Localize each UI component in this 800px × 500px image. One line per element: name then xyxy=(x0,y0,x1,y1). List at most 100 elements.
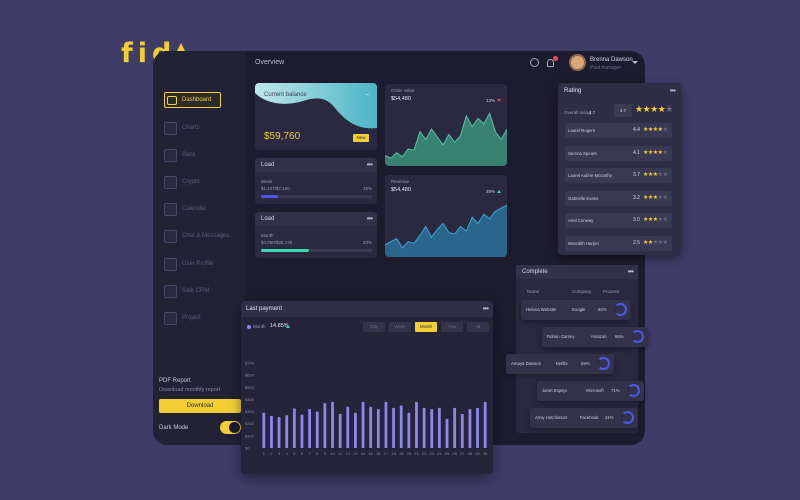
bar[interactable] xyxy=(354,412,357,448)
bar[interactable] xyxy=(407,412,411,448)
gear-icon[interactable] xyxy=(530,58,539,67)
bar[interactable] xyxy=(262,412,266,448)
bar[interactable] xyxy=(468,409,472,448)
avatar[interactable] xyxy=(569,54,586,71)
bar[interactable] xyxy=(270,415,273,448)
load-card-title: Load xyxy=(261,216,275,222)
bar[interactable] xyxy=(361,401,365,448)
more-icon[interactable]: ••• xyxy=(366,214,373,223)
bell-icon[interactable] xyxy=(547,59,554,67)
star-icon: ★ xyxy=(647,127,653,133)
bar[interactable] xyxy=(346,406,350,448)
rating-score: 2.5 xyxy=(633,239,640,246)
rating-stars: ★★★★★ xyxy=(643,171,668,178)
sidebar-item-charts[interactable]: Charts xyxy=(164,120,200,136)
arrow-right-icon[interactable]: → xyxy=(363,91,370,98)
sidebar-item-dashboard[interactable]: Dashboard xyxy=(164,92,221,108)
load-progress-bar xyxy=(261,249,372,252)
bar[interactable] xyxy=(476,407,479,448)
x-tick-label: 13 xyxy=(353,451,358,456)
sidebar-item-sale-crm[interactable]: Sale CRM xyxy=(164,283,209,299)
bar[interactable] xyxy=(376,409,380,448)
bar[interactable] xyxy=(437,407,441,448)
more-icon[interactable]: ••• xyxy=(366,160,373,169)
balance-label: Current balance xyxy=(264,92,307,98)
sidebar-item-bank[interactable]: Bank xyxy=(164,147,196,163)
new-badge[interactable]: New xyxy=(353,134,369,142)
bar[interactable] xyxy=(315,411,319,448)
bar[interactable] xyxy=(308,409,312,448)
x-tick-label: 27 xyxy=(460,451,465,456)
sidebar-item-crypto[interactable]: Crypto xyxy=(164,174,200,190)
table-row[interactable]: Janet Espejo Microsoft 71% xyxy=(537,381,644,401)
bar[interactable] xyxy=(338,414,342,448)
bar[interactable] xyxy=(445,418,449,448)
rating-row[interactable]: Gabrielle Evans 3.2 ★★★★★ xyxy=(565,190,672,206)
star-icon: ★ xyxy=(643,127,648,133)
dark-mode-toggle[interactable] xyxy=(220,421,241,434)
progress-ring-icon xyxy=(627,384,640,397)
page-title: Overview xyxy=(255,59,285,66)
bar[interactable] xyxy=(430,409,434,448)
bar[interactable] xyxy=(331,401,334,448)
star-icon: ★ xyxy=(657,217,663,223)
rating-stars: ★★★★★ xyxy=(643,216,668,223)
period-month-button[interactable]: Month xyxy=(415,322,437,332)
rating-row[interactable]: Laurel Aubrie Mccarthy 3.7 ★★★★★ xyxy=(565,168,672,183)
rating-score: 3.2 xyxy=(633,194,640,201)
bar[interactable] xyxy=(277,417,281,448)
bar[interactable] xyxy=(369,406,373,448)
download-button[interactable]: Download xyxy=(159,399,241,413)
star-icon: ★ xyxy=(643,194,648,201)
sidebar-item-label: Bank xyxy=(182,152,196,158)
legend-value: 14.85% xyxy=(270,323,289,329)
trend-up-icon xyxy=(286,325,290,328)
rating-title: Rating xyxy=(564,88,582,94)
table-row[interactable]: Rohan Carney Amazon 65% xyxy=(542,327,648,347)
star-icon: ★ xyxy=(652,149,658,156)
bank-icon xyxy=(164,148,177,162)
bar[interactable] xyxy=(460,414,464,448)
bar[interactable] xyxy=(399,405,403,449)
sidebar-item-user-profile[interactable]: User Profile xyxy=(164,256,213,272)
bar[interactable] xyxy=(453,407,457,448)
sidebar-item-project[interactable]: Project xyxy=(164,310,201,326)
more-icon[interactable]: ••• xyxy=(627,267,634,276)
bar[interactable] xyxy=(422,407,426,448)
legend-swatch xyxy=(247,325,251,329)
rating-score: 3.7 xyxy=(633,172,640,178)
star-icon: ★ xyxy=(662,194,668,201)
more-icon[interactable]: ••• xyxy=(669,86,676,95)
bar[interactable] xyxy=(415,401,418,448)
rating-row[interactable]: Laurel Rogers 4.4 ★★★★★ xyxy=(565,123,672,138)
chevron-down-icon[interactable] xyxy=(632,61,638,64)
sidebar-item-chat-messages[interactable]: Chat & Messages xyxy=(164,228,229,244)
bar[interactable] xyxy=(483,401,487,448)
star-icon: ★ xyxy=(657,127,663,133)
bar[interactable] xyxy=(392,407,395,448)
period-year-button[interactable]: Year xyxy=(441,322,463,332)
period-all-button[interactable]: All xyxy=(467,322,489,332)
bar[interactable] xyxy=(292,408,296,448)
x-tick-label: 6 xyxy=(301,451,304,456)
load-period-label: Month xyxy=(261,233,274,238)
rating-row[interactable]: Meredith Harper 2.5 ★★★★★ xyxy=(565,235,672,251)
table-row[interactable]: Amiy Hutchinson Facebook 31% xyxy=(530,408,638,428)
star-icon: ★ xyxy=(647,172,653,178)
bar[interactable] xyxy=(300,414,304,448)
load-card-header xyxy=(255,158,377,172)
row-process: 92% xyxy=(598,307,607,312)
bar[interactable] xyxy=(384,401,388,448)
sidebar-item-calendar[interactable]: Calendar xyxy=(164,201,206,217)
star-icon: ★ xyxy=(647,149,653,156)
revenue-line xyxy=(385,204,507,249)
rating-row[interactable]: Ariel Conway 3.0 ★★★★★ xyxy=(565,213,672,228)
bar[interactable] xyxy=(323,403,327,448)
period-day-button[interactable]: Day xyxy=(363,322,385,332)
more-icon[interactable]: ••• xyxy=(482,304,489,313)
table-row[interactable]: Amaya Dawson Netflix 59% xyxy=(506,354,614,374)
rating-row[interactable]: Serena Spears 4.1 ★★★★★ xyxy=(565,145,672,161)
period-week-button[interactable]: Week xyxy=(389,322,411,332)
table-row[interactable]: Helena Webster Google 92% xyxy=(521,300,631,320)
bar[interactable] xyxy=(285,415,289,448)
